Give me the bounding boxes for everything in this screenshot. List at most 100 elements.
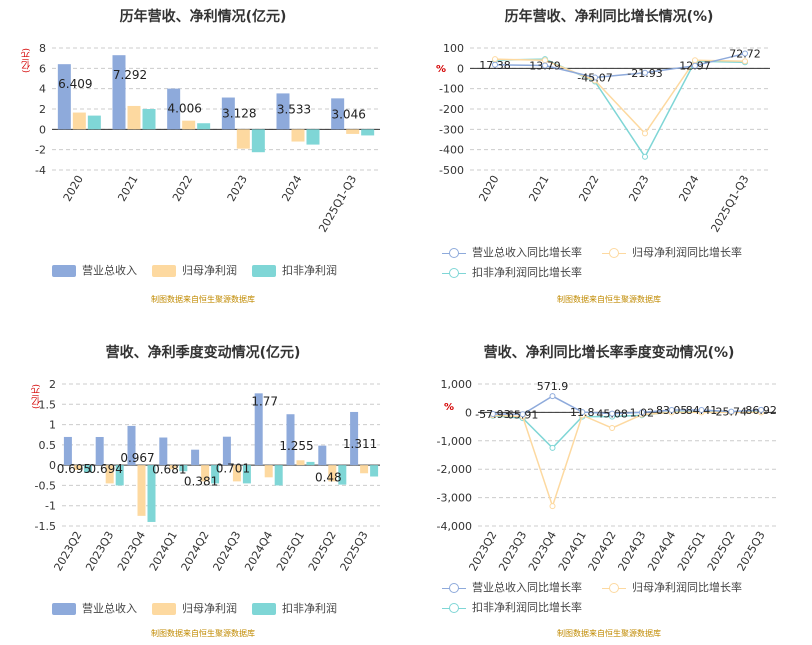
legend-item-revenue[interactable]: 营业总收入 — [52, 600, 137, 616]
bar — [159, 437, 168, 466]
y-tick-label: 2 — [49, 378, 56, 391]
data-label: 0.694 — [89, 462, 123, 476]
data-label: 0.48 — [315, 471, 342, 485]
chart-title: 历年营收、净利情况(亿元) — [119, 9, 287, 25]
legend-swatch — [442, 582, 466, 594]
y-tick-label: -300 — [439, 123, 464, 136]
bar — [338, 465, 347, 485]
legend-label: 归母净利润同比增长率 — [632, 581, 742, 594]
series-point — [698, 407, 705, 414]
source-note: 制图数据来自恒生聚源数据库 — [151, 295, 255, 304]
bar — [242, 465, 251, 484]
y-tick-label: 8 — [39, 42, 46, 55]
y-tick-label: -2 — [35, 144, 46, 157]
legend-item-net-profit[interactable]: 归母净利润 — [152, 262, 237, 278]
bar — [147, 465, 156, 522]
bar — [306, 461, 315, 466]
data-label: 7.292 — [113, 68, 147, 82]
series-point — [549, 444, 556, 451]
legend-item-net-profit[interactable]: 归母净利润 — [152, 600, 237, 616]
bar — [360, 465, 369, 474]
x-tick-label: 2022 — [576, 173, 601, 204]
bar — [328, 465, 337, 482]
legend-item-net-profit-growth[interactable]: 归母净利润同比增长率 — [602, 244, 742, 260]
y-tick-label: 1 — [49, 419, 56, 432]
panel-annual-revenue-profit: 历年营收、净利情况(亿元) (亿元) -4 -2 0 2 4 6 8 2020 2021 2022… — [0, 0, 406, 322]
data-label: 1.311 — [343, 437, 377, 451]
data-label: 25.74 — [716, 406, 748, 419]
legend-label: 归母净利润 — [182, 602, 237, 615]
legend-item-revenue[interactable]: 营业总收入 — [52, 262, 137, 278]
legend-label: 营业总收入同比增长率 — [472, 581, 582, 594]
x-tick-label: 2023Q2 — [51, 529, 84, 573]
y-tick-label: -2,000 — [437, 463, 472, 476]
bar — [191, 449, 200, 466]
y-tick-label: 0.5 — [39, 439, 57, 452]
chart-title: 营收、净利季度变动情况(亿元) — [105, 345, 301, 361]
bar — [291, 129, 305, 142]
x-tick-label: 2024Q2 — [586, 529, 619, 573]
legend-item-deducted-profit-growth[interactable]: 扣非净利润同比增长率 — [442, 264, 582, 280]
legend-label: 归母净利润 — [182, 264, 237, 277]
x-tick-label: 2021 — [115, 173, 140, 204]
legend-label: 扣非净利润同比增长率 — [472, 601, 582, 614]
x-tick-label: 2023Q2 — [466, 529, 499, 573]
series-point — [642, 130, 648, 137]
y-tick-label: -0.5 — [35, 479, 56, 492]
x-tick-label: 2023Q4 — [115, 529, 148, 573]
legend-item-deducted-profit[interactable]: 扣非净利润 — [252, 600, 337, 616]
legend-item-net-profit-growth[interactable]: 归母净利润同比增长率 — [602, 579, 742, 595]
x-tick-label: 2020 — [61, 173, 86, 204]
legend-label: 扣非净利润同比增长率 — [472, 266, 582, 279]
bar — [87, 115, 101, 130]
x-tick-label: 2023Q3 — [496, 529, 529, 573]
legend-item-deducted-profit[interactable]: 扣非净利润 — [252, 262, 337, 278]
y-tick-label: -4,000 — [437, 520, 472, 533]
data-label: -45.07 — [577, 71, 612, 84]
panel-quarterly-revenue-profit: 营收、净利季度变动情况(亿元) (亿元) -1.5 -1 -0.5 0 0.5 1 1.5 2… — [0, 322, 406, 644]
bar — [105, 465, 114, 484]
x-tick-label: 2025Q2 — [705, 529, 738, 573]
x-tick-label: 2025Q3 — [338, 529, 371, 573]
source-note: 制图数据来自恒生聚源数据库 — [557, 629, 661, 638]
bar — [197, 123, 211, 130]
legend-swatch — [602, 582, 626, 594]
y-unit-label: % — [444, 402, 455, 413]
bar — [57, 64, 71, 130]
bar — [115, 465, 124, 486]
legend-swatch — [252, 265, 276, 277]
bar — [73, 465, 82, 471]
x-tick-label: 2025Q1 — [274, 529, 307, 573]
legend-swatch — [52, 265, 76, 277]
bar — [211, 465, 220, 484]
chart-title: 历年营收、净利同比增长情况(%) — [504, 9, 714, 25]
bar — [137, 465, 146, 516]
y-tick-label: 4 — [39, 83, 46, 96]
legend-label: 营业总收入 — [82, 264, 137, 277]
y-unit-label: % — [436, 64, 447, 75]
legend-item-revenue-growth[interactable]: 营业总收入同比增长率 — [442, 244, 582, 260]
data-label: 1.255 — [279, 439, 313, 453]
data-label: 84.41 — [686, 404, 718, 417]
y-tick-label: 1,000 — [441, 378, 473, 391]
source-note: 制图数据来自恒生聚源数据库 — [557, 295, 661, 304]
x-tick-label: 2020 — [476, 173, 501, 204]
y-tick-label: -400 — [439, 144, 464, 157]
x-tick-label: 2025Q3 — [735, 529, 768, 573]
series-point — [609, 410, 616, 417]
legend-item-deducted-profit-growth[interactable]: 扣非净利润同比增长率 — [442, 599, 582, 615]
y-tick-label: -200 — [439, 103, 464, 116]
bar — [251, 129, 265, 153]
chart-annual-growth-lines: -500 -400 -300 -200 -100 0 100 2020 2021 2022 2023… — [439, 42, 770, 235]
x-tick-label: 2025Q1-Q3 — [708, 173, 751, 235]
bar — [167, 88, 181, 130]
bar — [95, 436, 104, 466]
data-label: -57.93 — [475, 408, 510, 421]
data-label: 86.92 — [745, 404, 777, 417]
data-label: 83.05 — [656, 404, 688, 417]
legend-item-revenue-growth[interactable]: 营业总收入同比增长率 — [442, 579, 582, 595]
y-tick-label: 0 — [39, 123, 46, 136]
bar — [127, 425, 136, 466]
series-point — [492, 56, 498, 63]
x-tick-label: 2024Q1 — [147, 529, 180, 573]
